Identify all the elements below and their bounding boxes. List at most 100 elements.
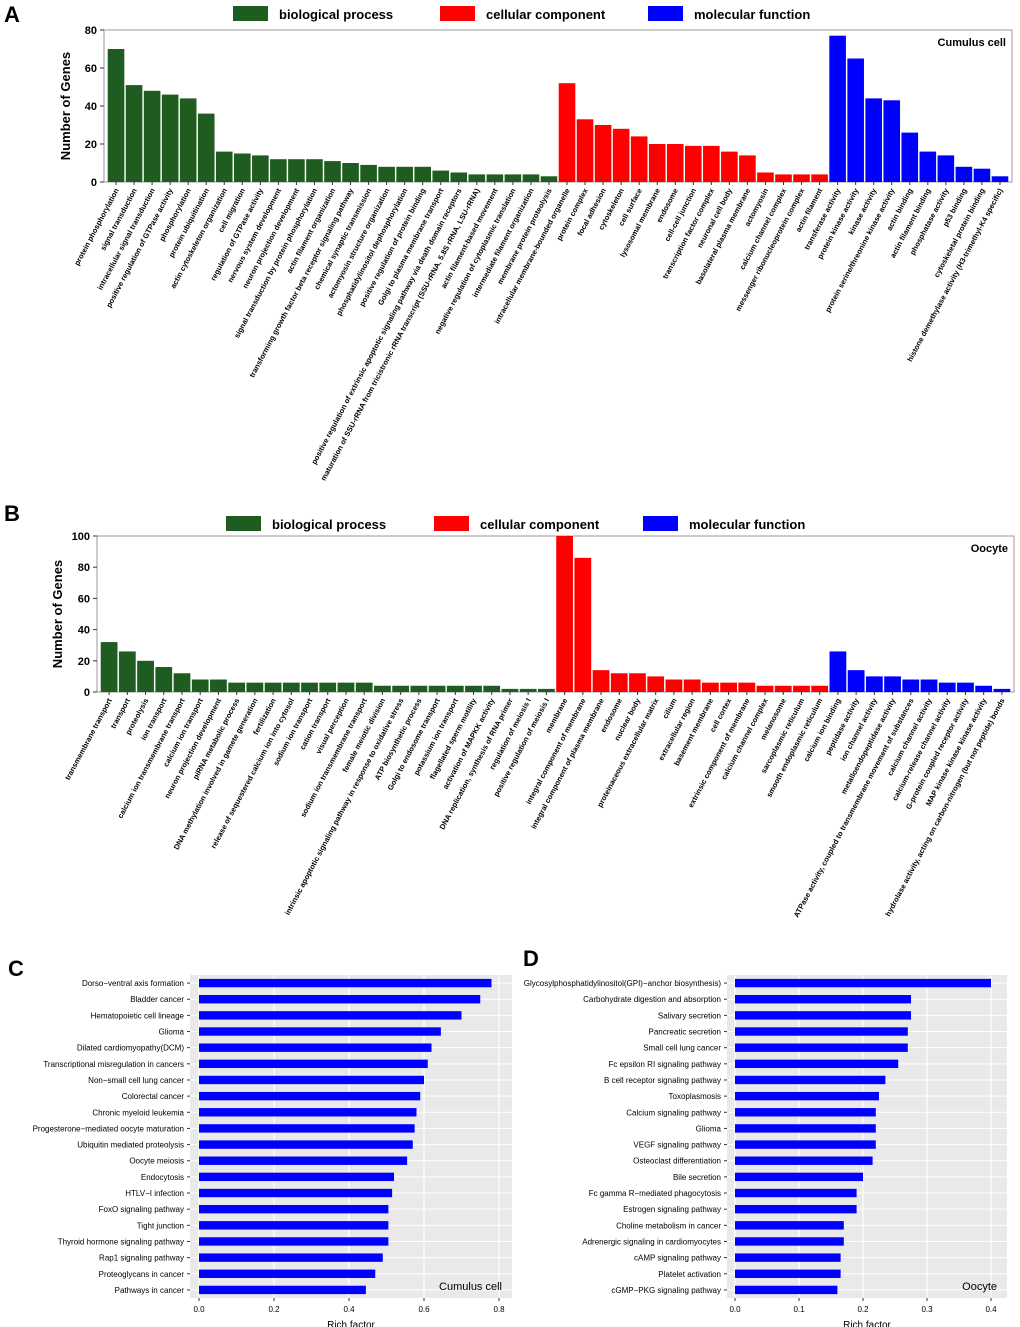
y-tick-label: Oocyte meiosis xyxy=(129,1157,184,1166)
bar-mf-calcium-channel-activity xyxy=(920,679,938,692)
bar-bp-actin-cytoskeleton-organization xyxy=(215,151,233,182)
bar-bp-actomyosin-structure-organization xyxy=(378,166,395,182)
bar-bp-positive-regulation-of-extrinsic-apoptot xyxy=(450,172,468,182)
y-tick-label: Chronic myeloid leukemia xyxy=(92,1108,184,1117)
y-tick-label: Salivary secretion xyxy=(658,1011,721,1020)
y-tick-label: Progesterone−mediated oocyte maturation xyxy=(33,1124,184,1133)
bar-cc-membrane xyxy=(556,536,573,692)
bar-carbohydrate-digestion-and-absorption xyxy=(735,995,911,1004)
y-tick-label: Estrogen signaling pathway xyxy=(623,1205,721,1214)
x-tick-label: cilium xyxy=(661,696,679,720)
bar-bladder-cancer xyxy=(199,995,481,1004)
bar-cc-lysosomal-membrane xyxy=(648,144,666,182)
y-tick-label: Thyroid hormone signaling pathway xyxy=(58,1237,184,1246)
panel-d-chart: Glycosylphosphatidylinositol(GPI)−anchor… xyxy=(524,975,1007,1327)
bar-bp-release-of-sequestered-calcium-ion-into- xyxy=(282,682,300,692)
bar-cc-extracellular-region xyxy=(683,679,701,692)
bar-cc-actin-filament xyxy=(811,174,828,182)
bar-bp-regulation-of-meiosis-i xyxy=(519,688,537,692)
bar-bp-calcium-ion-transport xyxy=(191,679,209,692)
y-tick-label: Glycosylphosphatidylinositol(GPI)−anchor… xyxy=(524,979,722,988)
panel-b: B biological process cellular component … xyxy=(4,501,1015,919)
bar-cc-intracellular-membrane-bounded-organelle xyxy=(558,83,576,182)
bar-non-small-cell-lung-cancer xyxy=(199,1075,424,1085)
panel-a: A biological process cellular component … xyxy=(4,2,1013,482)
x-tick-label: 0.2 xyxy=(857,1305,869,1314)
legend-a-mf-swatch xyxy=(648,6,683,21)
x-tick-label: transmembrane transport xyxy=(63,696,114,781)
bar-chronic-myeloid-leukemia xyxy=(199,1108,417,1117)
bar-cc-calcium-channel-complex xyxy=(756,685,774,692)
bar-bp-activation-of-mapkk-activity xyxy=(483,685,501,692)
bar-bp-maturation-of-ssu-rrna-from-tricistronic xyxy=(468,174,486,182)
x-tick-label: 0.0 xyxy=(729,1305,741,1314)
y-tick-label: Endocytosis xyxy=(141,1173,184,1182)
bar-mf-peptidase-activity xyxy=(847,670,865,692)
y-tick-label: Pancreatic secretion xyxy=(649,1028,721,1037)
bar-cc-proteinaceous-extracellular-matrix xyxy=(647,676,665,692)
panel-c: C Dorso−ventral axis formation Bladder ca… xyxy=(8,956,512,1327)
panel-b-chart: 0 20 40 60 80 100 Number of Genes Oocyte transme… xyxy=(50,531,1015,919)
y-tick-label: cGMP−PKG signaling pathway xyxy=(611,1286,721,1295)
y-tick-label: Choline metabolism in cancer xyxy=(616,1221,721,1230)
chart-title: Cumulus cell xyxy=(938,37,1006,49)
bar-bp-atp-biosynthetic-process xyxy=(410,685,428,692)
legend-a-mf-label: molecular function xyxy=(694,7,810,22)
bar-cc-actomyosin xyxy=(757,172,774,182)
bar-osteoclast-differentiation xyxy=(735,1156,873,1165)
y-tick-label: Dorso−ventral axis formation xyxy=(82,979,184,988)
bar-toxoplasmosis xyxy=(735,1091,879,1101)
plot-area xyxy=(727,975,1007,1298)
bar-mf-protein-kinase-activity xyxy=(847,58,864,182)
bar-camp-signaling-pathway xyxy=(735,1253,841,1262)
y-tick-label: Ubiquitin mediated proteolysis xyxy=(77,1141,184,1150)
bar-mf-histone-demethylase-activity-h3-trimethy xyxy=(991,176,1009,182)
bar-bp-sodium-ion-transmembrane-transport xyxy=(355,682,373,692)
y-tick-label: Hematopoietic cell lineage xyxy=(91,1011,185,1020)
bar-colorectal-cancer xyxy=(199,1091,421,1101)
bar-mf-metalloendopeptidase-activity xyxy=(884,676,901,692)
legend-b-cc-label: cellular component xyxy=(480,517,600,532)
legend-b-bp-label: biological process xyxy=(272,517,386,532)
bar-dorso-ventral-axis-formation xyxy=(199,978,492,988)
bar-cc-nuclear-body xyxy=(629,673,646,692)
bar-tight-junction xyxy=(199,1221,389,1230)
bar-mf-calcium-release-channel-activity xyxy=(938,682,956,692)
y-tick-label: Small cell lung cancer xyxy=(643,1044,721,1053)
bar-ubiquitin-mediated-proteolysis xyxy=(199,1140,413,1149)
bar-cc-cell-surface xyxy=(630,136,648,182)
bar-pancreatic-secretion xyxy=(735,1027,908,1036)
bar-bp-visual-perception xyxy=(337,682,355,692)
bar-endocytosis xyxy=(199,1172,394,1182)
bar-transcriptional-misregulation-in-cancers xyxy=(199,1059,428,1069)
x-tick-label: 0.4 xyxy=(343,1305,355,1314)
y-tick-label: Fc gamma R−mediated phagocytosis xyxy=(589,1189,721,1198)
y-axis-label: Number of Genes xyxy=(58,52,73,160)
bar-cc-neuronal-cell-body xyxy=(721,151,738,182)
bar-bp-golgi-to-endosome-transport xyxy=(428,685,446,692)
y-tick-label: Carbohydrate digestion and absorption xyxy=(583,995,721,1004)
bar-glycosylphosphatidylinositol-gpi-anchor- xyxy=(735,978,991,988)
bar-cc-cell-cortex xyxy=(720,682,737,692)
plot-area xyxy=(190,975,512,1298)
y-tick-label: Fc epsilon RI signaling pathway xyxy=(608,1060,721,1069)
bar-bp-chemical-synaptic-transmission xyxy=(360,164,377,182)
bar-bile-secretion xyxy=(735,1172,863,1182)
bar-bp-protein-ubiquitination xyxy=(197,113,215,182)
y-tick-label: 20 xyxy=(85,139,97,151)
bar-fc-gamma-r-mediated-phagocytosis xyxy=(735,1188,857,1198)
bar-cc-basolateral-plasma-membrane xyxy=(739,155,756,182)
y-tick-label: Dilated cardiomyopathy(DCM) xyxy=(77,1044,184,1053)
y-tick-label: Bile secretion xyxy=(673,1173,721,1182)
bar-bp-fertilization xyxy=(264,682,282,692)
plot-area xyxy=(96,535,1015,693)
x-tick-label: 0.1 xyxy=(793,1305,805,1314)
bar-glioma xyxy=(199,1027,441,1036)
bar-cc-cell-cell-junction xyxy=(685,145,702,182)
bar-bp-dna-replication-synthesis-of-rna-primer xyxy=(501,688,519,692)
bar-b-cell-receptor-signaling-pathway xyxy=(735,1075,886,1085)
chart-title: Oocyte xyxy=(962,1281,997,1293)
bar-mf-actin-binding xyxy=(901,132,919,182)
